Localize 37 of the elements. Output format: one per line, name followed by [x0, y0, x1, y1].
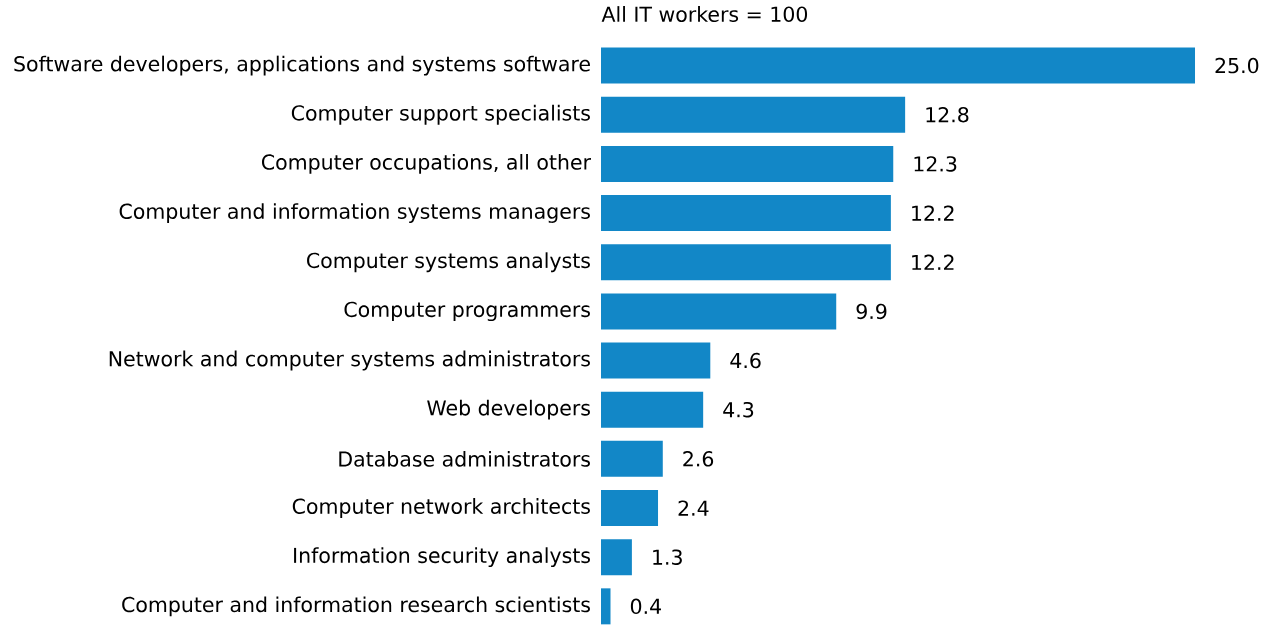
y-tick-label: Computer support specialists: [291, 104, 590, 125]
y-tick-label: Computer programmers: [344, 301, 590, 322]
y-tick-label: Computer and information systems managers: [119, 203, 590, 223]
data-label: 4.3: [723, 401, 754, 418]
data-label: 4.6: [730, 352, 761, 369]
bar: [601, 244, 891, 281]
bar: [601, 96, 906, 133]
bar: [601, 47, 1196, 84]
y-tick-label: Computer systems analysts: [307, 252, 590, 273]
bar: [601, 195, 891, 232]
y-tick-label: Web developers: [427, 399, 590, 420]
data-label: 25.0: [1215, 57, 1259, 74]
bar: [601, 145, 894, 182]
bar: [601, 539, 632, 576]
data-label: 1.3: [653, 549, 682, 565]
y-tick-label: Database administrators: [339, 450, 590, 467]
bar: [601, 588, 611, 625]
y-tick-label: Software developers, applications and systems software: [14, 55, 590, 76]
y-tick-label: Computer occupations, all other: [261, 153, 591, 174]
bar: [601, 342, 711, 379]
data-label: 12.2: [912, 205, 954, 221]
y-tick-label: Computer and information research scientists: [122, 596, 590, 617]
data-label: 12.3: [914, 156, 957, 172]
bar: [601, 440, 663, 477]
data-label: 2.6: [683, 451, 714, 467]
bar: [601, 391, 704, 428]
bar: [601, 490, 659, 527]
data-label: 9.9: [856, 303, 887, 320]
y-tick-label: Computer network architects: [292, 498, 590, 518]
data-label: 12.2: [912, 254, 954, 270]
chart-title: All IT workers = 100: [601, 6, 808, 22]
bar: [601, 293, 837, 330]
y-tick-label: Network and computer systems administrators: [109, 350, 590, 371]
y-tick-label: Information security analysts: [294, 547, 590, 568]
data-label: 12.8: [926, 106, 969, 123]
data-label: 2.4: [678, 500, 709, 516]
data-label: 0.4: [630, 598, 661, 615]
